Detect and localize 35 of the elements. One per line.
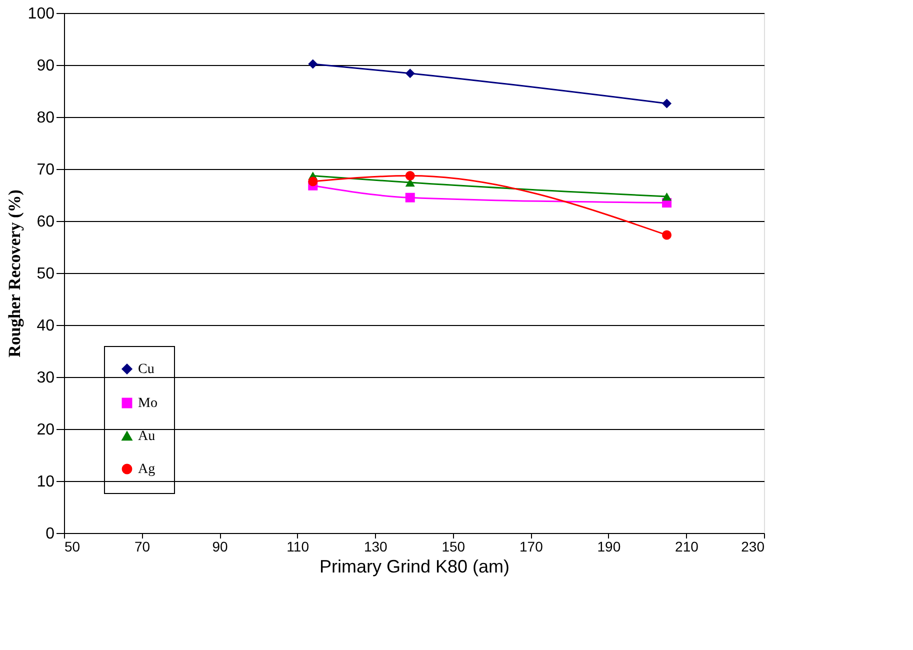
x-tick-label: 90	[212, 538, 228, 554]
y-tick-label: 70	[36, 162, 55, 178]
x-tick-label: 110	[286, 538, 310, 554]
y-tick-label: 30	[36, 370, 55, 386]
x-tick-label: 170	[519, 538, 544, 554]
y-axis-title: Rougher Recovery (%)	[4, 190, 24, 358]
x-tick-label: 230	[741, 538, 765, 554]
legend-label: Mo	[138, 396, 158, 411]
x-axis-title: Primary Grind K80 (am)	[319, 556, 510, 576]
x-tick-label: 130	[364, 538, 388, 554]
point	[662, 192, 672, 201]
point	[662, 98, 672, 108]
y-tick-label: 60	[36, 214, 55, 230]
x-tick-label: 70	[134, 538, 150, 554]
x-tick-label: 50	[64, 538, 80, 554]
point	[405, 68, 415, 78]
x-tick-label: 210	[675, 538, 699, 554]
y-tick-label: 50	[36, 266, 55, 282]
point	[405, 171, 415, 180]
x-tick-label: 190	[597, 538, 621, 554]
point	[308, 176, 318, 186]
point	[308, 59, 318, 69]
legend-label: Au	[138, 429, 156, 444]
y-tick-label: 90	[36, 58, 55, 74]
legend-label: Cu	[138, 362, 154, 377]
y-tick-label: 80	[36, 110, 55, 126]
y-tick-label: 20	[36, 422, 55, 438]
y-tick-label: 100	[28, 6, 55, 22]
y-tick-label: 0	[46, 526, 55, 542]
x-tick-label: 150	[442, 538, 466, 554]
y-tick-label: 10	[36, 474, 55, 490]
point	[662, 230, 672, 240]
point	[405, 192, 415, 202]
y-tick-label: 40	[36, 318, 55, 334]
legend-label: Ag	[138, 462, 156, 477]
